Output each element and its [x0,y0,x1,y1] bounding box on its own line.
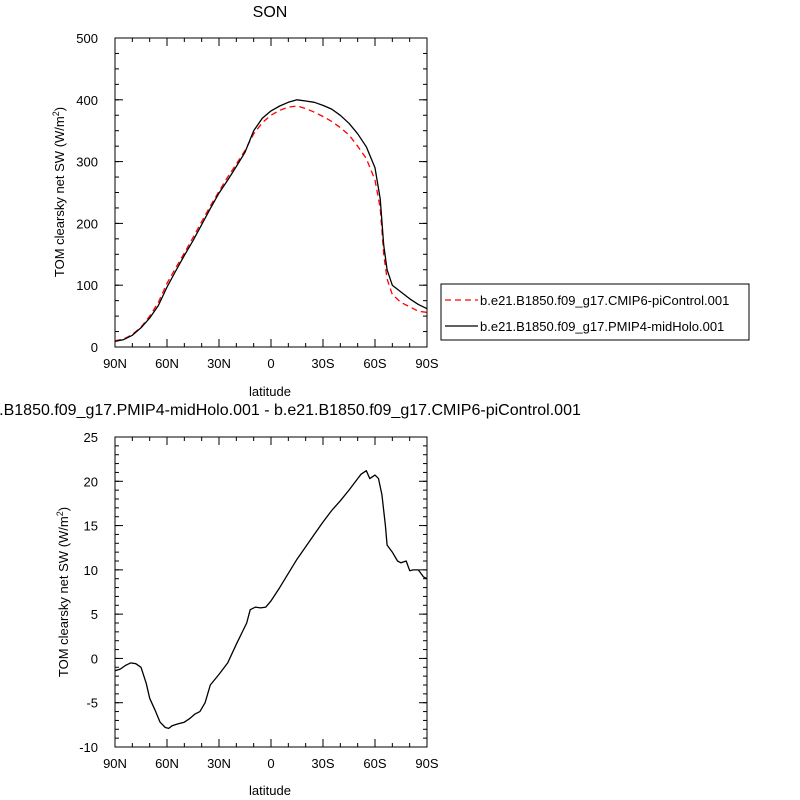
top-y-axis-label-main: TOM clearsky net SW (W/m [52,116,67,277]
bottom-y-axis-label-sup: 2 [55,511,65,516]
top-y-axis-label: TOM clearsky net SW (W/m2) [51,107,67,277]
top-y-tick-label: 400 [76,93,98,108]
top-x-tick-label: 60S [363,356,386,371]
bottom-y-tick-label: 25 [84,430,98,445]
top-x-tick-label: 90S [415,356,438,371]
top-y-tick-label: 0 [91,340,98,355]
top-x-axis-label: latitude [249,384,291,399]
legend: b.e21.B1850.f09_g17.CMIP6-piControl.001 … [440,283,750,341]
top-y-tick-label: 200 [76,216,98,231]
top-x-tick-label: 30N [207,356,231,371]
top-y-tick-label: 100 [76,278,98,293]
bottom-y-tick-label: -10 [79,740,98,755]
legend-box [440,283,750,341]
top-axis-ticks: 90N 60N 30N 0 30S 60S 90S 0 100 200 300 400 500 [76,31,439,371]
bottom-x-tick-label: 30S [311,756,334,771]
bottom-y-tick-label: 20 [84,474,98,489]
bottom-chart-title: b.e21.B1850.f09_g17.PMIP4-midHolo.001 - … [0,402,581,419]
top-plot-frame [114,37,428,348]
top-y-axis-label-sup: 2 [51,111,61,116]
top-series-lines [114,99,428,343]
bottom-y-tick-label: 10 [84,563,98,578]
bottom-x-tick-label: 90S [415,756,438,771]
top-x-tick-label: 0 [267,356,274,371]
bottom-y-axis-label: TOM clearsky net SW (W/m2) [55,507,71,677]
top-series-line-1 [114,99,428,343]
top-y-tick-label: 300 [76,155,98,170]
top-x-tick-label: 90N [103,356,127,371]
bottom-y-tick-label: 0 [91,651,98,666]
bottom-series-lines [114,470,428,730]
bottom-axis-ticks: 90N 60N 30N 0 30S 60S 90S -10 -5 0 5 10 15 20 25 [79,430,439,771]
bottom-y-tick-label: 5 [91,607,98,622]
bottom-x-tick-label: 30N [207,756,231,771]
top-x-tick-label: 60N [155,356,179,371]
top-chart: SON 90N 60N 30N 0 30S 60S 90S0100200300400500 … [51,4,750,399]
top-chart-title: SON [253,4,288,21]
bottom-x-tick-label: 0 [267,756,274,771]
legend-label-midholo: b.e21.B1850.f09_g17.PMIP4-midHolo.001 [480,319,724,334]
top-y-axis-label-close: ) [52,107,67,111]
bottom-y-tick-label: 15 [84,519,98,534]
bottom-x-tick-label: 60N [155,756,179,771]
bottom-x-tick-label: 90N [103,756,127,771]
top-series-line-0 [114,105,428,342]
bottom-y-tick-label: -5 [86,696,98,711]
bottom-x-tick-label: 60S [363,756,386,771]
bottom-y-axis-label-close: ) [56,507,71,511]
top-x-tick-label: 30S [311,356,334,371]
legend-label-picontrol: b.e21.B1850.f09_g17.CMIP6-piControl.001 [480,293,729,308]
top-y-tick-label: 500 [76,31,98,46]
bottom-chart: b.e21.B1850.f09_g17.PMIP4-midHolo.001 - … [0,402,581,798]
bottom-x-axis-label: latitude [249,783,291,798]
bottom-y-axis-label-main: TOM clearsky net SW (W/m [56,516,71,677]
bottom-series-line-0 [114,470,428,730]
